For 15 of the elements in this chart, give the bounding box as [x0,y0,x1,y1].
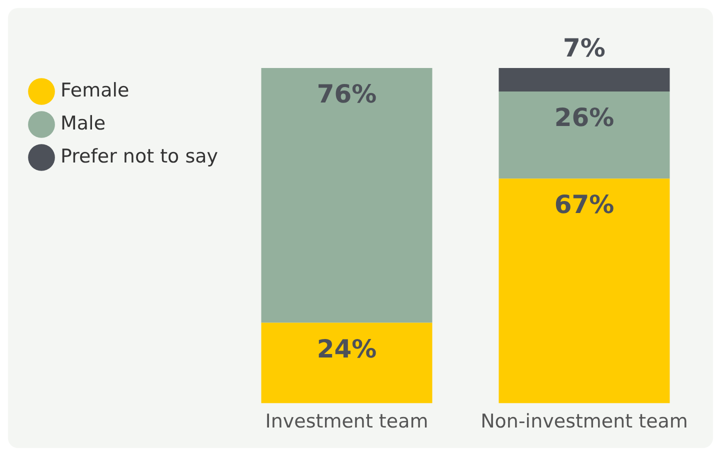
legend-label: Female [60,79,130,102]
data-label: 7% [563,34,606,62]
data-label: 67% [554,190,614,220]
bar [498,91,670,179]
legend-label: Male [60,112,106,134]
legend-label: Prefer not to say [60,145,218,168]
data-label: 26% [554,102,614,132]
bar [498,178,670,404]
data-label: 76% [316,80,377,108]
x-tick-label: Non-investment team [480,410,688,433]
data-label: 24% [316,334,377,364]
bar [261,322,432,404]
x-tick-label: Investment team [265,410,428,433]
bar [261,68,432,323]
bar [498,68,670,92]
